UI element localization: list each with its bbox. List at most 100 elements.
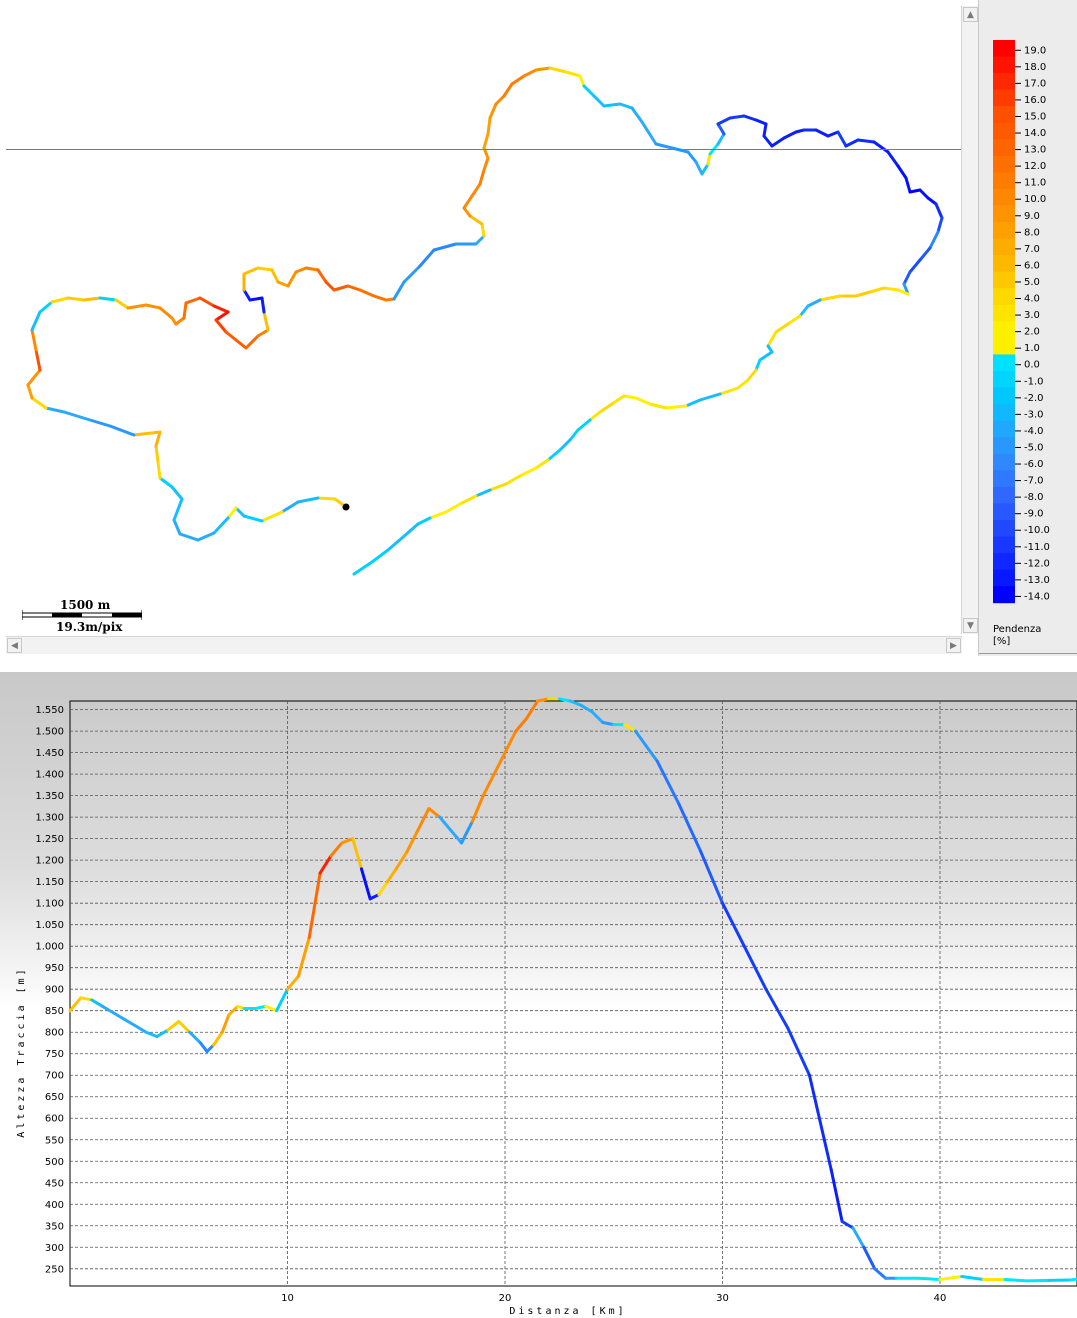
legend-label: 10.0 bbox=[1024, 194, 1046, 205]
track-segment bbox=[770, 136, 786, 148]
track-segment bbox=[482, 156, 490, 172]
elevation-segment bbox=[111, 1011, 126, 1021]
elevation-segment bbox=[122, 1017, 137, 1028]
track-segment bbox=[486, 116, 492, 136]
track-segment bbox=[392, 280, 406, 301]
legend-label: 18.0 bbox=[1024, 62, 1046, 73]
slope-legend: 19.0 18.0 17.0 16.0 15.0 14.0 13.0 12.0 11.0 10.0… bbox=[978, 0, 1077, 656]
track-segment bbox=[774, 322, 790, 334]
x-tick-label: 40 bbox=[934, 1293, 947, 1304]
y-tick-label: 550 bbox=[45, 1135, 64, 1146]
elevation-segment bbox=[101, 1004, 115, 1015]
track-segment bbox=[518, 466, 538, 478]
track-segment bbox=[882, 286, 900, 292]
track-segment bbox=[706, 152, 712, 166]
track-segment bbox=[30, 310, 42, 332]
legend-label: -5.0 bbox=[1024, 442, 1044, 453]
y-tick-label: 500 bbox=[45, 1157, 64, 1168]
track-segment bbox=[62, 410, 92, 422]
elevation-segment bbox=[79, 996, 94, 1002]
elevation-segment bbox=[655, 759, 681, 806]
elevation-segment bbox=[318, 854, 333, 875]
y-tick-label: 1.350 bbox=[35, 791, 64, 802]
legend-label: -10.0 bbox=[1024, 525, 1050, 536]
elevation-segment bbox=[699, 850, 724, 905]
track-segment bbox=[686, 150, 698, 164]
track-segment bbox=[588, 410, 602, 422]
track-map-view[interactable] bbox=[6, 0, 962, 635]
track-segment bbox=[716, 122, 726, 136]
track-segment bbox=[896, 164, 908, 180]
y-tick-label: 1.100 bbox=[35, 899, 64, 910]
y-tick-label: 400 bbox=[45, 1200, 64, 1211]
chevron-right-icon[interactable]: ▶ bbox=[946, 638, 961, 653]
track-segment bbox=[270, 268, 280, 284]
elevation-segment bbox=[133, 1024, 148, 1034]
elevation-segment bbox=[68, 996, 83, 1013]
track-segment bbox=[582, 84, 596, 98]
x-tick-label: 30 bbox=[716, 1293, 729, 1304]
elevation-segment bbox=[960, 1275, 985, 1282]
track-segment bbox=[88, 418, 112, 428]
track-segment bbox=[182, 301, 188, 320]
legend-color-swatch bbox=[993, 321, 1015, 339]
map-horizontal-scrollbar[interactable]: ◀ ▶ bbox=[6, 636, 962, 654]
legend-color-swatch bbox=[993, 337, 1015, 355]
slope-legend-caption: Pendenza [%] bbox=[993, 624, 1041, 648]
legend-title: Pendenza bbox=[993, 624, 1042, 635]
legend-color-swatch bbox=[993, 89, 1015, 107]
elevation-profile-chart[interactable]: 250 300 350 400 450 500 550 600 650 700 750 800 850 9… bbox=[0, 672, 1077, 1318]
chevron-up-icon[interactable]: ▲ bbox=[963, 7, 978, 22]
track-segment bbox=[494, 94, 506, 106]
track-segment bbox=[294, 266, 308, 274]
x-tick-label: 20 bbox=[499, 1293, 512, 1304]
elevation-segment bbox=[623, 723, 637, 733]
chevron-down-icon[interactable]: ▼ bbox=[963, 618, 978, 633]
track-segment bbox=[578, 74, 586, 88]
map-vertical-scrollbar[interactable]: ▲ ▼ bbox=[961, 6, 979, 634]
track-segment bbox=[610, 394, 626, 406]
y-tick-label: 1.200 bbox=[35, 856, 64, 867]
track-segment bbox=[30, 328, 38, 352]
legend-color-swatch bbox=[993, 387, 1015, 405]
elevation-segment bbox=[394, 850, 409, 871]
track-segment bbox=[522, 68, 538, 78]
elevation-segment bbox=[1003, 1278, 1029, 1283]
track-segment bbox=[224, 330, 248, 350]
legend-label: 17.0 bbox=[1024, 78, 1046, 89]
legend-color-swatch bbox=[993, 106, 1015, 124]
track-segment bbox=[44, 406, 66, 414]
elevation-segment bbox=[438, 815, 453, 832]
track-segment bbox=[158, 476, 174, 489]
track-segment bbox=[244, 334, 260, 350]
track-segment bbox=[736, 378, 750, 390]
track-segment bbox=[316, 496, 337, 501]
legend-label: 0.0 bbox=[1024, 360, 1040, 371]
legend-label: -8.0 bbox=[1024, 492, 1044, 503]
elevation-segment bbox=[227, 1004, 239, 1017]
track-segment bbox=[34, 348, 42, 372]
track-segment bbox=[640, 120, 658, 146]
track-segment bbox=[926, 196, 938, 206]
legend-label: -1.0 bbox=[1024, 376, 1044, 387]
elevation-segment bbox=[579, 703, 594, 714]
elevation-segment bbox=[166, 1019, 181, 1032]
chevron-left-icon[interactable]: ◀ bbox=[7, 638, 22, 653]
elevation-profile-panel[interactable]: 250 300 350 400 450 500 550 600 650 700 750 800 850 9… bbox=[0, 672, 1077, 1318]
y-tick-label: 650 bbox=[45, 1092, 64, 1103]
legend-color-swatch bbox=[993, 569, 1015, 587]
elevation-segment bbox=[459, 819, 474, 845]
track-segment bbox=[26, 368, 42, 387]
legend-label: 6.0 bbox=[1024, 260, 1040, 271]
elevation-segment bbox=[405, 828, 420, 854]
legend-color-swatch bbox=[993, 586, 1015, 604]
elevation-segment bbox=[807, 1073, 833, 1172]
map-panel[interactable]: 1500 m 19.3m/pix ▲ ▼ ◀ ▶ 19.0 18.0 17.0 16.… bbox=[0, 0, 1077, 656]
elevation-segment bbox=[633, 729, 659, 763]
scale-resolution-label: 19.3m/pix bbox=[56, 620, 123, 634]
track-segment bbox=[50, 296, 70, 304]
y-tick-label: 950 bbox=[45, 963, 64, 974]
y-tick-label: 350 bbox=[45, 1221, 64, 1232]
track-segment bbox=[782, 130, 798, 140]
elevation-segment bbox=[536, 697, 550, 703]
